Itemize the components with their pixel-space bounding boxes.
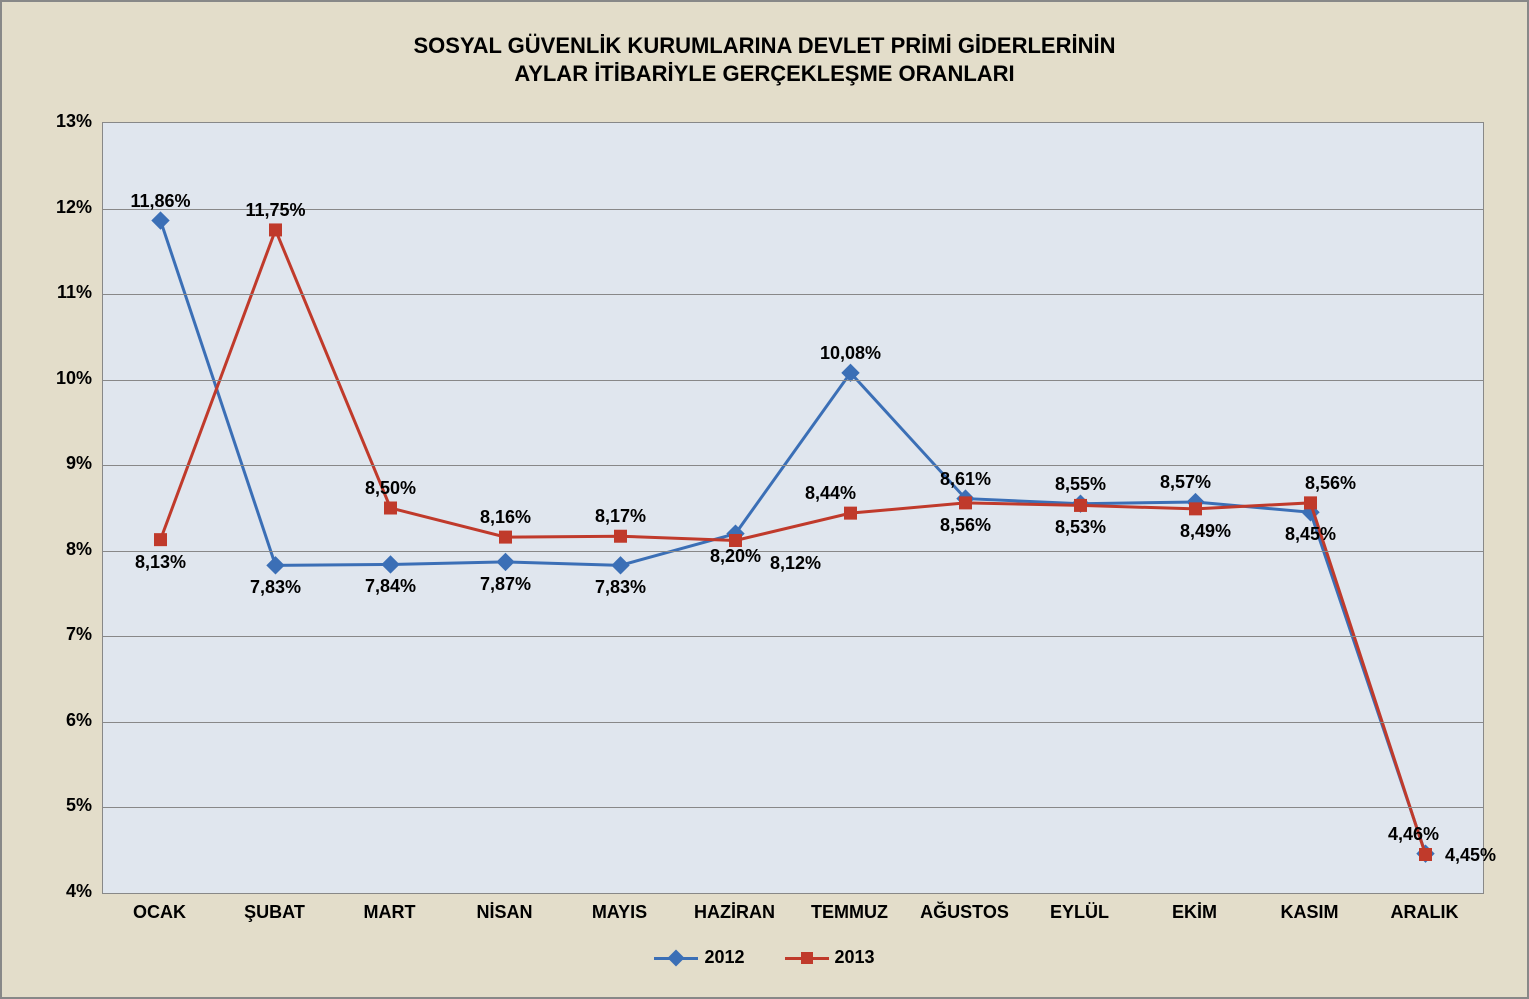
x-tick-label: AĞUSTOS <box>907 902 1022 923</box>
gridline <box>103 636 1483 637</box>
data-label-2013: 8,56% <box>1305 473 1356 494</box>
data-label-2013: 8,16% <box>480 507 531 528</box>
series-line-2013 <box>161 230 1426 855</box>
data-label-2013: 11,75% <box>245 200 305 221</box>
chart-title-line2: AYLAR İTİBARİYLE GERÇEKLEŞME ORANLARI <box>514 61 1014 86</box>
data-label-2012: 8,57% <box>1160 472 1211 493</box>
y-tick-label: 6% <box>32 710 92 731</box>
gridline <box>103 209 1483 210</box>
data-label-2012: 11,86% <box>130 191 190 212</box>
x-tick-label: EYLÜL <box>1022 902 1137 923</box>
plot-area: 11,86% 7,83% 7,84% 7,87% 7,83% 8,20% 10,08% 8,6… <box>102 122 1484 894</box>
chart-title: SOSYAL GÜVENLİK KURUMLARINA DEVLET PRİMİ… <box>2 32 1527 87</box>
data-label-2013: 8,50% <box>365 478 416 499</box>
data-label-2012: 4,46% <box>1388 824 1439 845</box>
series-marker-2013 <box>615 530 627 542</box>
data-label-2013: 8,56% <box>940 515 991 536</box>
chart-container: SOSYAL GÜVENLİK KURUMLARINA DEVLET PRİMİ… <box>0 0 1529 999</box>
gridline <box>103 380 1483 381</box>
data-label-2012: 8,55% <box>1055 474 1106 495</box>
legend-swatch <box>654 951 698 965</box>
series-marker-2013 <box>270 224 282 236</box>
legend: 2012 2013 <box>2 947 1527 970</box>
data-label-2013: 8,13% <box>135 552 186 573</box>
series-marker-2012 <box>267 557 284 574</box>
y-tick-label: 10% <box>32 368 92 389</box>
gridline <box>103 294 1483 295</box>
series-marker-2013 <box>385 502 397 514</box>
series-marker-2013 <box>155 534 167 546</box>
series-marker-2012 <box>152 212 169 229</box>
data-label-2012: 7,83% <box>250 577 301 598</box>
series-marker-2013 <box>960 497 972 509</box>
x-tick-label: NİSAN <box>447 902 562 923</box>
gridline <box>103 722 1483 723</box>
x-tick-label: EKİM <box>1137 902 1252 923</box>
chart-title-line1: SOSYAL GÜVENLİK KURUMLARINA DEVLET PRİMİ… <box>413 33 1115 58</box>
chart-svg-layer <box>103 123 1483 893</box>
data-label-2013: 8,12% <box>770 553 821 574</box>
legend-label: 2012 <box>704 947 744 968</box>
x-tick-label: KASIM <box>1252 902 1367 923</box>
x-tick-label: OCAK <box>102 902 217 923</box>
series-marker-2012 <box>612 557 629 574</box>
x-tick-label: HAZİRAN <box>677 902 792 923</box>
y-tick-label: 7% <box>32 624 92 645</box>
legend-swatch <box>785 951 829 965</box>
data-label-2012: 7,87% <box>480 574 531 595</box>
y-tick-label: 12% <box>32 197 92 218</box>
legend-label: 2013 <box>835 947 875 968</box>
x-tick-label: TEMMUZ <box>792 902 907 923</box>
series-marker-2012 <box>497 553 514 570</box>
series-marker-2013 <box>500 531 512 543</box>
data-label-2012: 10,08% <box>820 343 881 364</box>
data-label-2012: 8,20% <box>710 546 761 567</box>
y-tick-label: 13% <box>32 111 92 132</box>
legend-item-2012: 2012 <box>654 947 744 968</box>
series-marker-2012 <box>382 556 399 573</box>
y-tick-label: 8% <box>32 539 92 560</box>
series-marker-2013 <box>1305 497 1317 509</box>
data-label-2013: 4,45% <box>1445 845 1496 866</box>
series-marker-2013 <box>1190 503 1202 515</box>
series-marker-2013 <box>845 507 857 519</box>
data-label-2012: 7,83% <box>595 577 646 598</box>
y-tick-label: 11% <box>32 282 92 303</box>
data-label-2013: 8,49% <box>1180 521 1231 542</box>
x-tick-label: ARALIK <box>1367 902 1482 923</box>
series-marker-2013 <box>1075 499 1087 511</box>
data-label-2013: 8,44% <box>805 483 856 504</box>
legend-item-2013: 2013 <box>785 947 875 968</box>
y-tick-label: 4% <box>32 881 92 902</box>
series-marker-2013 <box>1420 849 1432 861</box>
y-tick-label: 5% <box>32 795 92 816</box>
data-label-2013: 8,17% <box>595 506 646 527</box>
x-tick-label: MAYIS <box>562 902 677 923</box>
x-tick-label: MART <box>332 902 447 923</box>
y-tick-label: 9% <box>32 453 92 474</box>
series-line-2012 <box>161 221 1426 854</box>
data-label-2012: 8,61% <box>940 469 991 490</box>
x-tick-label: ŞUBAT <box>217 902 332 923</box>
data-label-2012: 7,84% <box>365 576 416 597</box>
gridline <box>103 465 1483 466</box>
data-label-2012: 8,45% <box>1285 524 1336 545</box>
gridline <box>103 807 1483 808</box>
data-label-2013: 8,53% <box>1055 517 1106 538</box>
